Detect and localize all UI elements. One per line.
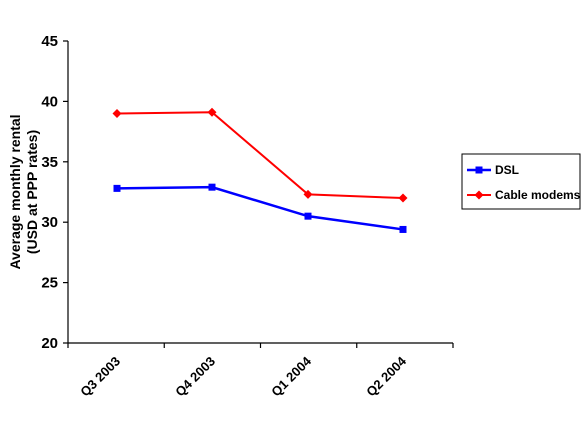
x-tick-label: Q1 2004	[268, 353, 314, 399]
data-point-cable-modems	[207, 107, 217, 117]
x-tick-label: Q2 2004	[363, 353, 409, 399]
y-axis-ticks: 20 25 30 35 40 45	[41, 33, 68, 352]
data-point-cable-modems	[398, 193, 408, 203]
legend-box	[461, 153, 581, 210]
data-point-dsl	[208, 183, 216, 191]
y-tick-label: 45	[41, 33, 58, 50]
y-axis-title-line-1: Average monthly rental	[7, 114, 23, 269]
y-tick-label: 20	[41, 335, 58, 352]
y-axis-title-line-2: (USD at PPP rates)	[24, 130, 40, 254]
legend-cable-modems-label: Cable modems	[495, 188, 581, 202]
data-point-dsl	[399, 225, 407, 233]
series-line-dsl	[116, 185, 404, 231]
x-tick-label: Q4 2003	[172, 354, 218, 400]
y-tick-label: 40	[41, 93, 58, 110]
y-tick-label: 35	[41, 154, 58, 171]
series-layer	[112, 107, 408, 233]
series-line-cable-modems	[116, 111, 404, 200]
y-tick-label: 25	[41, 275, 58, 292]
x-axis-ticks: Q3 2003 Q4 2003 Q1 2004 Q2 2004	[67, 343, 454, 400]
data-point-dsl	[304, 212, 312, 220]
legend: DSL Cable modems	[461, 153, 581, 210]
y-tick-label: 30	[41, 214, 58, 231]
legend-cable-modems-marker	[474, 190, 484, 200]
x-tick-label: Q3 2003	[77, 354, 123, 400]
legend-dsl-marker	[475, 166, 483, 174]
legend-dsl-label: DSL	[495, 163, 519, 177]
data-point-cable-modems	[112, 108, 122, 118]
data-point-cable-modems	[303, 189, 313, 199]
data-point-dsl	[113, 184, 121, 192]
